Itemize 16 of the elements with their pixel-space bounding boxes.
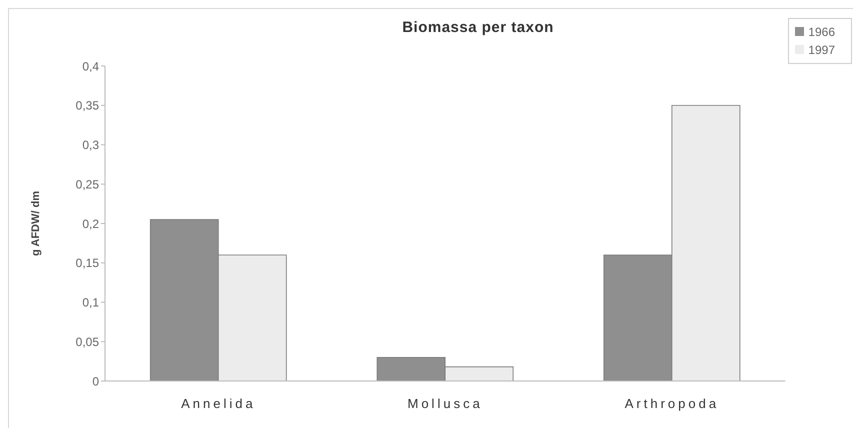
x-tick-label: Arthropoda: [624, 396, 720, 412]
y-axis-title: g AFDW/ dm: [30, 190, 42, 256]
legend-label: 1966: [808, 25, 835, 39]
legend-label: 1997: [808, 43, 835, 57]
y-tick-label: 0,1: [82, 296, 100, 310]
y-tick-label: 0,35: [76, 98, 100, 113]
y-tick-label: 0,3: [82, 138, 100, 152]
x-tick-label: Mollusca: [408, 396, 483, 412]
y-tick-label: 0: [92, 374, 100, 388]
chart-title: Biomassa per taxon: [402, 19, 554, 36]
y-tick-label: 0,2: [82, 216, 100, 231]
y-tick-label: 0,4: [82, 59, 100, 74]
x-tick-label: Annelida: [181, 396, 256, 412]
y-tick-label: 0,25: [76, 177, 100, 192]
y-tick-label: 0,15: [76, 256, 100, 270]
y-tick-label: 0,05: [76, 334, 100, 349]
